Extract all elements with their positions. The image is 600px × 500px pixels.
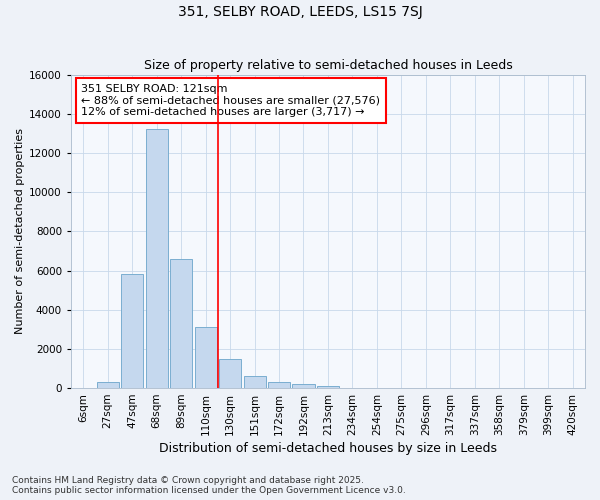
Bar <box>194 328 217 388</box>
Text: 351 SELBY ROAD: 121sqm
← 88% of semi-detached houses are smaller (27,576)
12% of: 351 SELBY ROAD: 121sqm ← 88% of semi-det… <box>81 84 380 117</box>
Bar <box>244 376 266 388</box>
X-axis label: Distribution of semi-detached houses by size in Leeds: Distribution of semi-detached houses by … <box>159 442 497 455</box>
Bar <box>146 130 167 388</box>
Text: Contains HM Land Registry data © Crown copyright and database right 2025.
Contai: Contains HM Land Registry data © Crown c… <box>12 476 406 495</box>
Text: 351, SELBY ROAD, LEEDS, LS15 7SJ: 351, SELBY ROAD, LEEDS, LS15 7SJ <box>178 5 422 19</box>
Bar <box>292 384 314 388</box>
Title: Size of property relative to semi-detached houses in Leeds: Size of property relative to semi-detach… <box>143 59 512 72</box>
Bar <box>170 258 192 388</box>
Bar <box>268 382 290 388</box>
Y-axis label: Number of semi-detached properties: Number of semi-detached properties <box>15 128 25 334</box>
Bar <box>317 386 339 388</box>
Bar <box>97 382 119 388</box>
Bar <box>121 274 143 388</box>
Bar <box>219 358 241 388</box>
